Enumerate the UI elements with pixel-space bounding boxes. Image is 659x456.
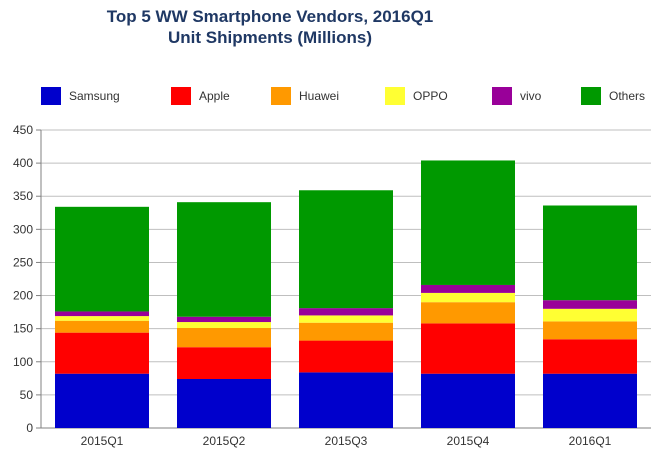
legend-swatch	[41, 87, 61, 105]
legend-swatch	[492, 87, 512, 105]
bar-oppo-2015q2	[177, 322, 271, 329]
bar-huawei-2015q3	[299, 322, 393, 341]
bar-vivo-2015q4	[421, 284, 515, 293]
bar-oppo-2015q1	[55, 316, 149, 321]
bar-apple-2015q1	[55, 332, 149, 374]
y-tick-label: 450	[13, 123, 33, 137]
y-tick-label: 400	[13, 156, 33, 170]
y-tick-label: 150	[13, 322, 33, 336]
bar-huawei-2015q1	[55, 320, 149, 333]
y-tick-label: 0	[26, 421, 33, 435]
bar-samsung-2015q2	[177, 378, 271, 428]
bar-others-2015q2	[177, 202, 271, 317]
bar-samsung-2016q1	[543, 373, 637, 428]
legend-label: OPPO	[413, 89, 448, 103]
x-tick-label: 2015Q1	[81, 434, 124, 448]
bar-apple-2015q4	[421, 323, 515, 374]
chart-title-line1: Top 5 WW Smartphone Vendors, 2016Q1	[106, 7, 434, 26]
bar-apple-2016q1	[543, 339, 637, 374]
bar-oppo-2015q4	[421, 292, 515, 303]
x-tick-label: 2015Q3	[325, 434, 368, 448]
x-tick-label: 2016Q1	[569, 434, 612, 448]
bar-oppo-2015q3	[299, 315, 393, 323]
chart-title: Top 5 WW Smartphone Vendors, 2016Q1 Unit…	[0, 6, 540, 48]
bar-others-2015q3	[299, 190, 393, 309]
legend-label: Apple	[199, 89, 230, 103]
legend-swatch	[171, 87, 191, 105]
legend-label: Others	[609, 89, 646, 103]
bar-vivo-2015q1	[55, 311, 149, 317]
bar-oppo-2016q1	[543, 308, 637, 322]
bar-huawei-2015q4	[421, 302, 515, 324]
bar-others-2016q1	[543, 205, 637, 301]
legend-label: vivo	[520, 89, 542, 103]
bar-samsung-2015q4	[421, 373, 515, 428]
bar-others-2015q1	[55, 206, 149, 312]
y-tick-label: 200	[13, 289, 33, 303]
bar-apple-2015q3	[299, 340, 393, 373]
bar-huawei-2015q2	[177, 328, 271, 348]
y-tick-label: 250	[13, 255, 33, 269]
legend-swatch	[581, 87, 601, 105]
y-tick-label: 50	[20, 388, 34, 402]
bar-apple-2015q2	[177, 347, 271, 379]
x-tick-label: 2015Q4	[447, 434, 490, 448]
y-tick-label: 100	[13, 355, 33, 369]
y-tick-label: 300	[13, 222, 33, 236]
legend-swatch	[385, 87, 405, 105]
bar-vivo-2015q3	[299, 308, 393, 316]
bar-vivo-2016q1	[543, 300, 637, 309]
bar-others-2015q4	[421, 160, 515, 285]
legend-label: Huawei	[299, 89, 340, 103]
bar-samsung-2015q3	[299, 372, 393, 428]
y-tick-label: 350	[13, 189, 33, 203]
legend-label: Samsung	[69, 89, 120, 103]
bar-samsung-2015q1	[55, 373, 149, 428]
legend-swatch	[271, 87, 291, 105]
chart-title-line2: Unit Shipments (Millions)	[168, 28, 372, 47]
x-tick-label: 2015Q2	[203, 434, 246, 448]
bar-huawei-2016q1	[543, 321, 637, 340]
chart-legend: Samsung Apple Huawei OPPO vivo Others	[0, 86, 659, 108]
bar-vivo-2015q2	[177, 316, 271, 323]
